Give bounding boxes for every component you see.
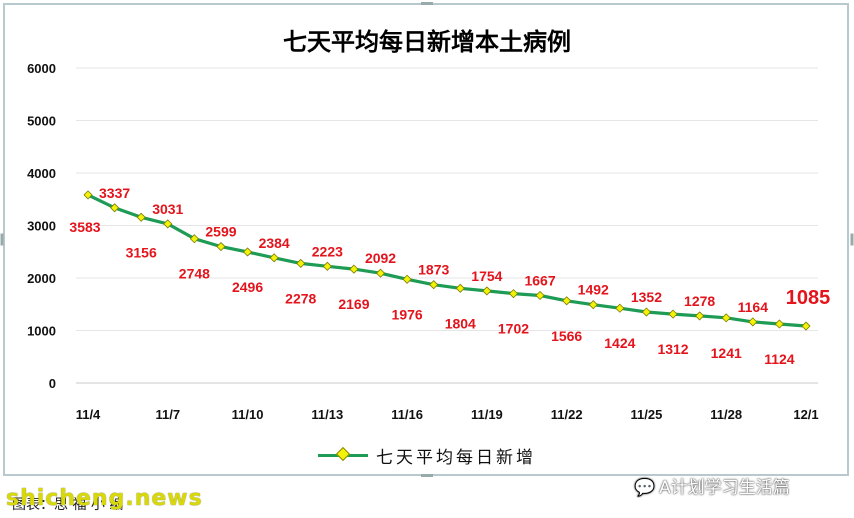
source-text: 图表：思 福 小 编	[12, 497, 124, 513]
chart-frame	[3, 3, 849, 476]
data-point	[721, 313, 731, 323]
data-label: 3156	[126, 244, 157, 260]
data-label: 1352	[631, 289, 662, 305]
data-point	[402, 274, 412, 284]
data-point	[83, 190, 93, 200]
data-point	[482, 286, 492, 296]
legend-label: 七天平均每日新增	[376, 448, 536, 468]
data-point	[615, 303, 625, 313]
wechat-icon: 💬	[634, 478, 656, 498]
data-label: 2496	[232, 279, 263, 295]
legend-line-swatch	[318, 446, 368, 462]
resize-handle-bottom[interactable]	[421, 474, 433, 477]
data-label: 1124	[764, 351, 795, 367]
x-tick-label: 11/10	[232, 407, 264, 422]
data-label: 3583	[69, 219, 100, 235]
data-label: 1804	[445, 315, 476, 331]
y-tick-label: 4000	[27, 166, 56, 181]
x-tick-label: 11/22	[551, 407, 583, 422]
data-label: 1492	[578, 282, 609, 298]
data-point	[296, 258, 306, 268]
data-label: 1424	[604, 335, 635, 351]
x-tick-label: 11/19	[471, 407, 503, 422]
y-tick-label: 5000	[27, 114, 56, 129]
data-point	[641, 307, 652, 317]
gridlines	[76, 67, 818, 331]
watermark-site: shicheng.news	[6, 486, 203, 511]
data-point	[216, 241, 226, 252]
x-tick-label: 12/1	[793, 407, 818, 422]
data-point	[695, 311, 705, 321]
data-point	[375, 268, 386, 278]
data-point	[508, 289, 519, 299]
x-tick-label: 11/25	[631, 407, 663, 422]
data-point	[774, 319, 784, 329]
data-label: 1085	[786, 287, 831, 309]
data-label: 2223	[312, 243, 343, 259]
data-label: 2384	[259, 235, 290, 251]
y-tick-label: 0	[49, 376, 56, 391]
series-line	[87, 193, 807, 328]
data-point	[801, 321, 811, 331]
data-point	[110, 203, 120, 213]
y-axis-ticks: 0 1000 2000 3000 4000 5000 6000	[27, 61, 56, 391]
data-label: 1976	[392, 306, 423, 322]
data-point	[668, 309, 678, 319]
data-label: 1566	[551, 328, 582, 344]
data-label: 2092	[365, 250, 396, 266]
y-tick-label: 1000	[27, 324, 56, 339]
data-point	[455, 283, 465, 293]
chart-title: 七天平均每日新增本土病例	[283, 28, 571, 56]
data-label: 1164	[738, 299, 769, 315]
data-point	[189, 234, 199, 244]
data-point	[588, 300, 598, 310]
data-point	[269, 253, 279, 263]
data-label: 2278	[285, 290, 316, 306]
data-point	[163, 219, 173, 229]
x-tick-label: 11/16	[391, 407, 423, 422]
data-point	[242, 247, 253, 257]
resize-handle-top[interactable]	[421, 2, 433, 5]
data-label: 2169	[338, 296, 369, 312]
data-label: 1278	[684, 293, 715, 309]
x-tick-label: 11/28	[710, 407, 742, 422]
data-point	[535, 290, 545, 301]
y-tick-label: 3000	[27, 219, 56, 234]
data-point	[136, 212, 146, 222]
legend: 七天平均每日新增	[318, 443, 536, 468]
watermark-account-label: A计划学习生活篇	[659, 478, 790, 498]
data-label: 1702	[498, 321, 529, 337]
data-point	[748, 317, 758, 327]
data-labels: 3583 3337 3156 3031 2748 2599 2496 2384 2278 2223…	[69, 185, 830, 367]
x-axis-ticks: 11/4 11/7 11/10 11/13 11/16 11/19 11/22 11/25 11…	[76, 407, 819, 422]
legend-marker-swatch	[335, 446, 351, 462]
data-label: 2599	[205, 224, 236, 240]
data-label: 1312	[657, 341, 688, 357]
series-markers	[83, 190, 811, 331]
data-label: 1754	[471, 268, 502, 284]
data-label: 2748	[179, 266, 210, 282]
data-label: 3031	[152, 201, 183, 217]
data-point	[429, 280, 439, 290]
x-tick-label: 11/4	[76, 407, 101, 422]
data-label: 1241	[711, 345, 742, 361]
y-tick-label: 6000	[27, 61, 56, 76]
data-label: 1873	[418, 262, 449, 278]
y-tick-label: 2000	[27, 271, 56, 286]
data-label: 1667	[524, 272, 555, 288]
x-tick-label: 11/13	[311, 407, 343, 422]
data-point	[349, 264, 359, 274]
data-point	[562, 296, 572, 306]
data-point	[322, 261, 332, 271]
watermark-account: 💬 A计划学习生活篇	[634, 473, 790, 498]
data-label: 3337	[99, 185, 130, 201]
x-tick-label: 11/7	[155, 407, 180, 422]
